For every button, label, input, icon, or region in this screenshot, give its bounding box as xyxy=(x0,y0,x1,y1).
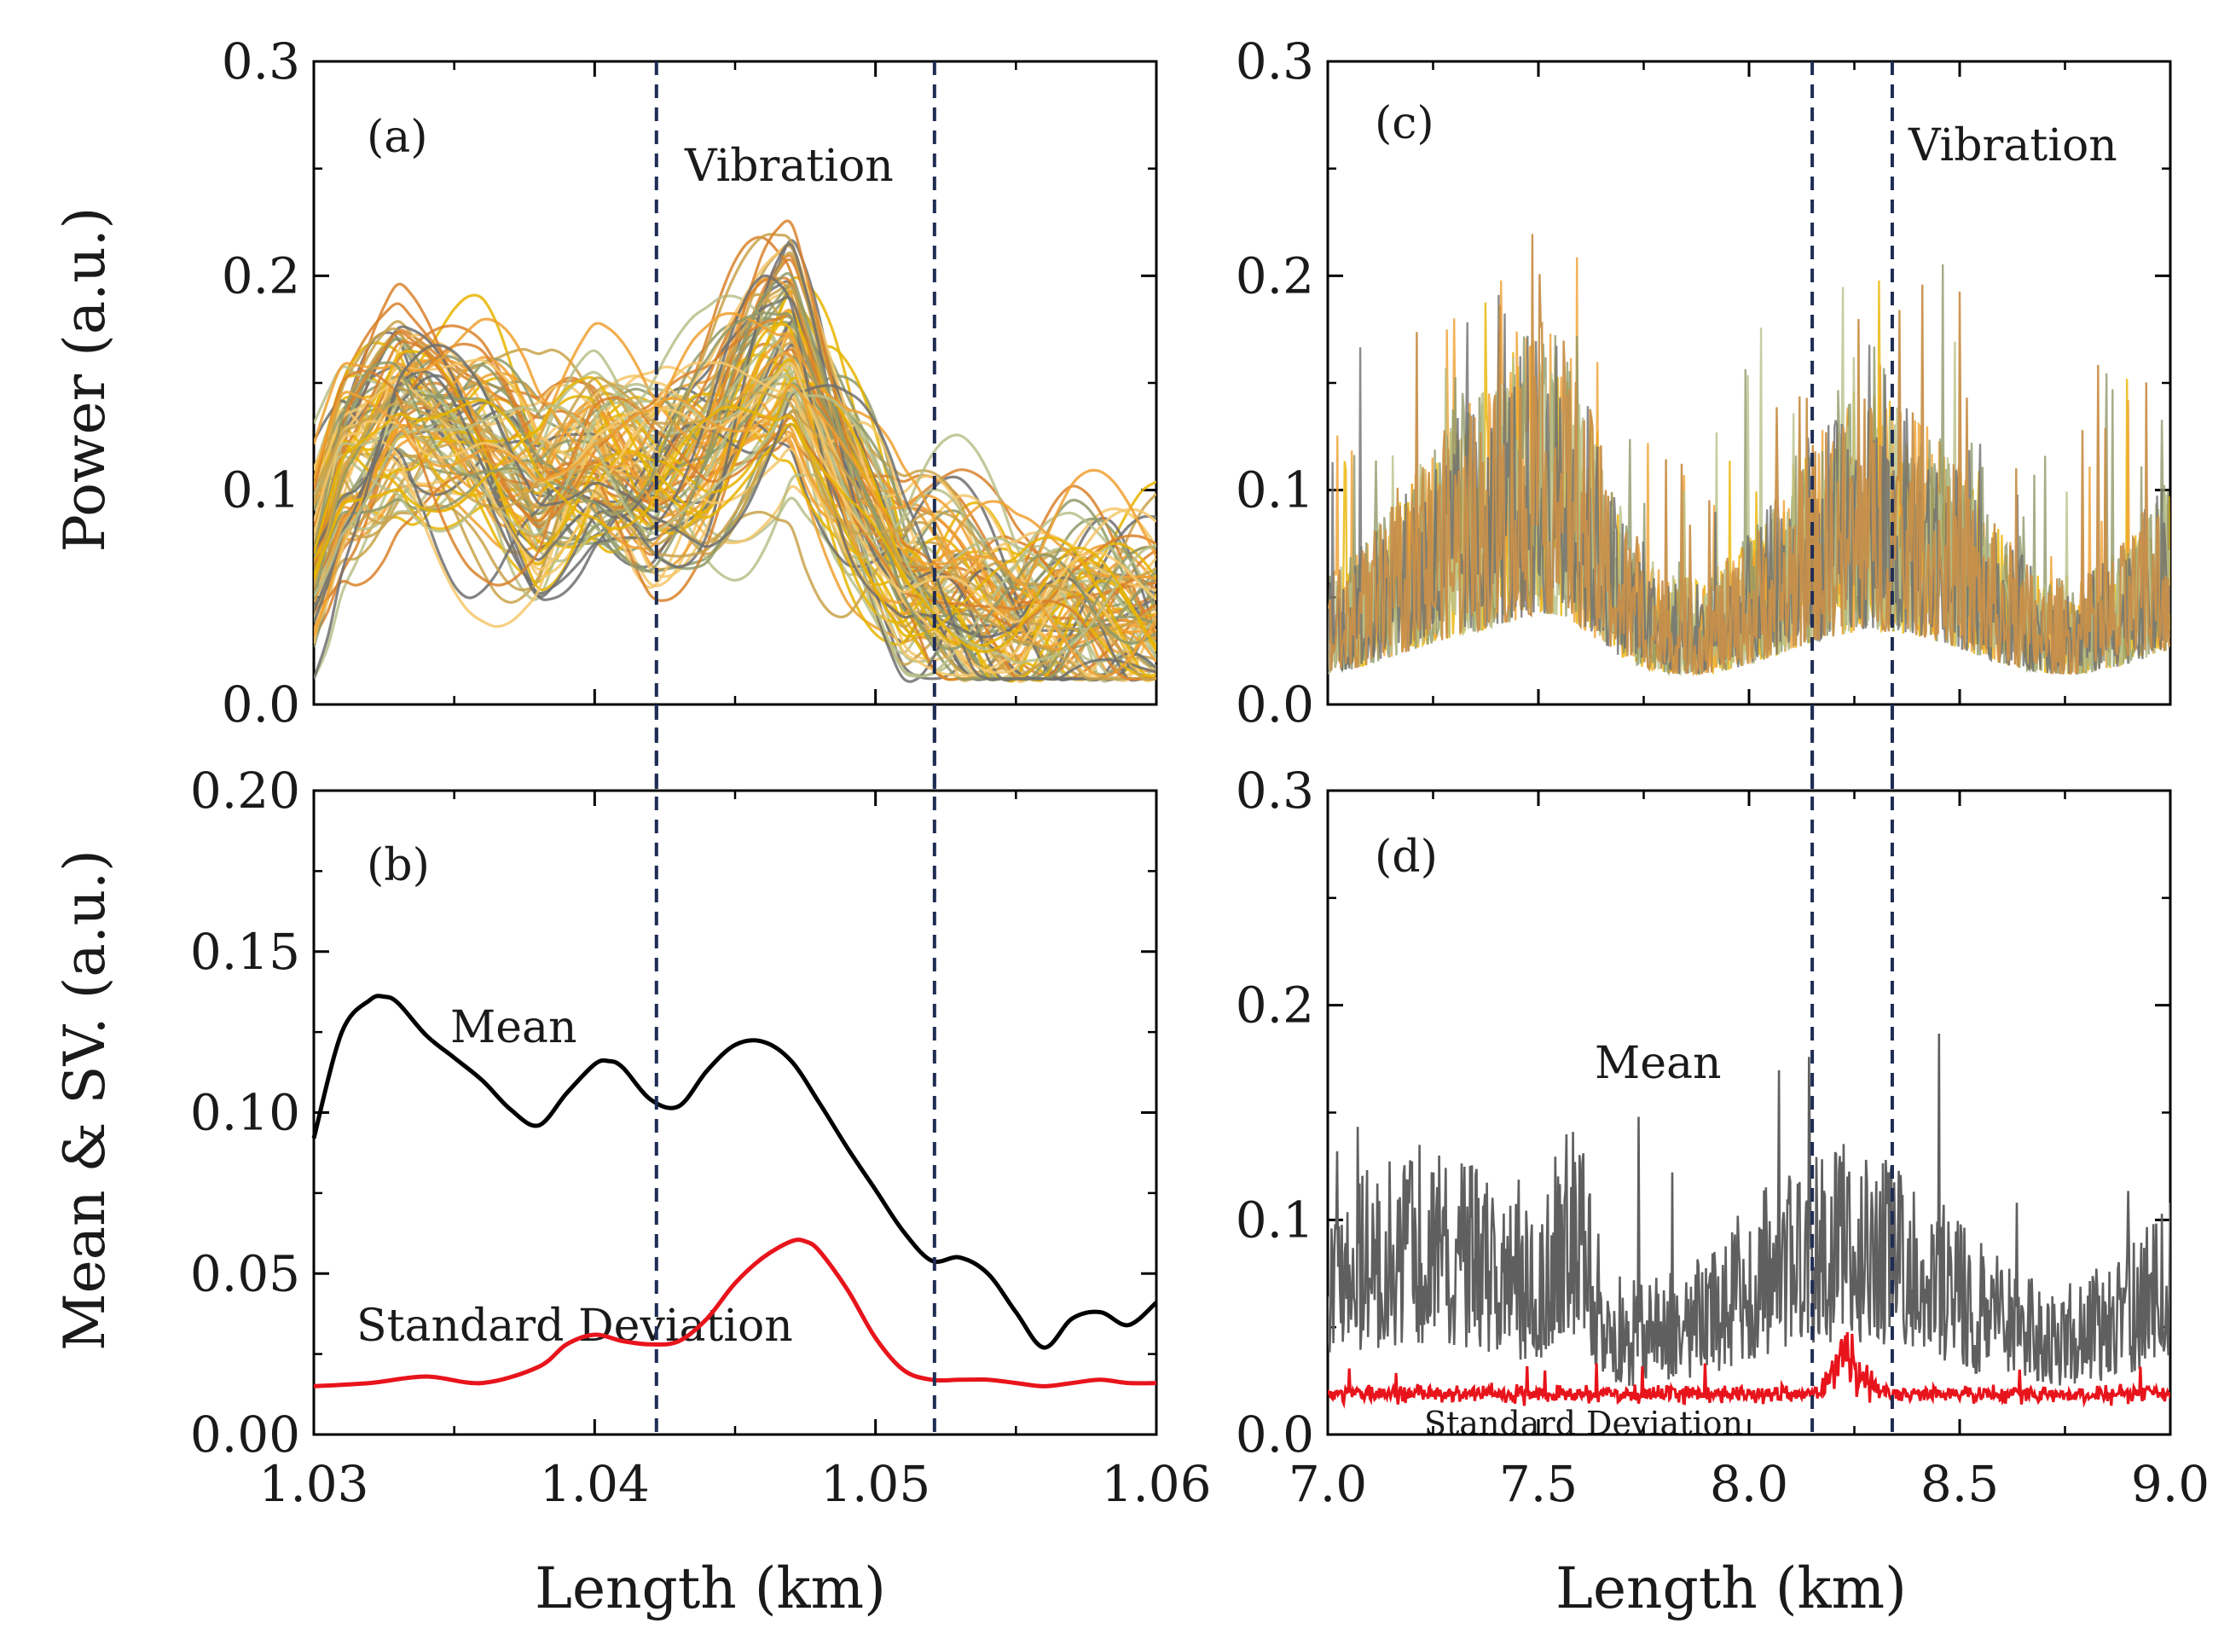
panel-a-trace xyxy=(314,350,1156,678)
panel-d-xtick-label: 7.0 xyxy=(1289,1455,1367,1513)
panel-a-trace xyxy=(314,311,1156,615)
panel-a-trace xyxy=(314,294,1156,664)
panel-d-ytick-label: 0.3 xyxy=(1236,762,1314,820)
panel-d-mean-label: Mean xyxy=(1595,1038,1722,1089)
panel-b-xtick-label: 1.04 xyxy=(540,1455,650,1513)
panel-b-xtick-label: 1.05 xyxy=(820,1455,930,1513)
panel-a-y-axis-label: Power (a.u.) xyxy=(52,207,118,553)
panel-c-vibration-label: Vibration xyxy=(1908,120,2117,171)
panel-c: (c) Vibration 0.0 0.1 0.2 0.3 xyxy=(1236,32,2172,791)
panel-c-label: (c) xyxy=(1375,98,1434,149)
panel-b-xtick-label: 1.06 xyxy=(1101,1455,1211,1513)
panel-d: (d) Mean Standard Deviation Length (km) … xyxy=(1236,704,2210,1621)
panel-b-mean-label: Mean xyxy=(450,1002,577,1053)
panel-b-ytick-label: 0.05 xyxy=(190,1244,300,1302)
panel-d-xtick-label: 9.0 xyxy=(2131,1455,2210,1513)
panel-b-ytick-label: 0.00 xyxy=(190,1406,300,1464)
panel-b-sd-label: Standard Deviation xyxy=(356,1301,793,1352)
panel-b-ytick-label: 0.15 xyxy=(190,923,300,981)
panel-d-series xyxy=(1328,1033,2170,1409)
panel-b-ytick-label: 0.10 xyxy=(190,1084,300,1142)
panel-b: (b) Mean Standard Deviation Mean & SV. (… xyxy=(52,704,1212,1621)
panel-b-xtick-label: 1.03 xyxy=(258,1455,368,1513)
panel-d-axes: 0.0 0.1 0.2 0.3 7.0 7.5 8.0 8.5 9.0 xyxy=(1236,762,2210,1513)
panel-a-trace xyxy=(314,385,1156,681)
panel-d-mean-line xyxy=(1328,1033,2170,1387)
panel-d-xtick-label: 8.5 xyxy=(1920,1455,1999,1513)
panel-a-trace xyxy=(314,313,1156,629)
panel-a-trace xyxy=(314,376,1156,681)
panel-a-trace xyxy=(314,274,1156,682)
panel-a-trace xyxy=(314,424,1156,682)
panel-d-ytick-label: 0.1 xyxy=(1236,1191,1314,1249)
panel-a-vibration-label: Vibration xyxy=(684,141,894,192)
panel-d-ytick-label: 0.0 xyxy=(1236,1406,1314,1464)
panel-d-xtick-label: 8.0 xyxy=(1710,1455,1788,1513)
panel-c-ytick-label: 0.2 xyxy=(1236,246,1314,304)
panel-b-x-axis-label: Length (km) xyxy=(535,1556,886,1621)
panel-a-traces xyxy=(314,219,1156,683)
panel-a-label: (a) xyxy=(367,112,428,163)
panel-a-trace xyxy=(314,362,1156,681)
panel-a-trace xyxy=(314,284,1156,634)
panel-d-x-axis-label: Length (km) xyxy=(1555,1556,1907,1621)
panel-a-trace xyxy=(314,361,1156,675)
panel-d-ytick-label: 0.2 xyxy=(1236,977,1314,1035)
panel-c-trace xyxy=(1328,234,2170,675)
panel-b-mean-line xyxy=(311,994,1158,1350)
panel-c-axes: 0.0 0.1 0.2 0.3 xyxy=(1236,32,2172,733)
panel-d-xtick-label: 7.5 xyxy=(1499,1455,1578,1513)
panel-a-trace xyxy=(314,344,1156,681)
panel-a-trace xyxy=(314,398,1156,653)
panel-a: (a) Vibration Power (a.u.) 0.0 0.1 0.2 0.3 xyxy=(52,32,1158,791)
panel-d-sd-line xyxy=(1328,1331,2170,1409)
panel-b-sd-line xyxy=(313,1238,1157,1388)
panel-b-y-axis-label: Mean & SV. (a.u.) xyxy=(52,849,118,1351)
panel-b-label: (b) xyxy=(367,840,430,891)
panel-b-series xyxy=(311,994,1158,1388)
panel-b-ytick-label: 0.20 xyxy=(190,762,300,820)
panel-a-trace xyxy=(314,375,1156,681)
panel-a-trace xyxy=(314,369,1156,681)
panel-a-ytick-label: 0.0 xyxy=(222,675,300,733)
panel-a-trace xyxy=(314,362,1156,623)
panel-a-trace xyxy=(314,384,1156,678)
panel-a-ytick-label: 0.2 xyxy=(222,246,300,304)
panel-b-axes: 0.00 0.05 0.10 0.15 0.20 1.03 1.04 1.05 1.06 xyxy=(190,762,1212,1513)
panel-c-traces xyxy=(1328,234,2170,677)
panel-c-ytick-label: 0.3 xyxy=(1236,32,1314,90)
panel-a-trace xyxy=(314,399,1156,682)
panel-a-ytick-label: 0.1 xyxy=(222,461,300,519)
panel-d-sd-label: Standard Deviation xyxy=(1424,1405,1743,1442)
panel-a-trace xyxy=(314,334,1156,678)
panel-d-label: (d) xyxy=(1375,832,1438,883)
panel-c-ytick-label: 0.1 xyxy=(1236,461,1314,519)
panel-a-trace xyxy=(314,390,1156,664)
panel-a-ytick-label: 0.3 xyxy=(222,32,300,90)
panel-c-ytick-label: 0.0 xyxy=(1236,675,1314,733)
